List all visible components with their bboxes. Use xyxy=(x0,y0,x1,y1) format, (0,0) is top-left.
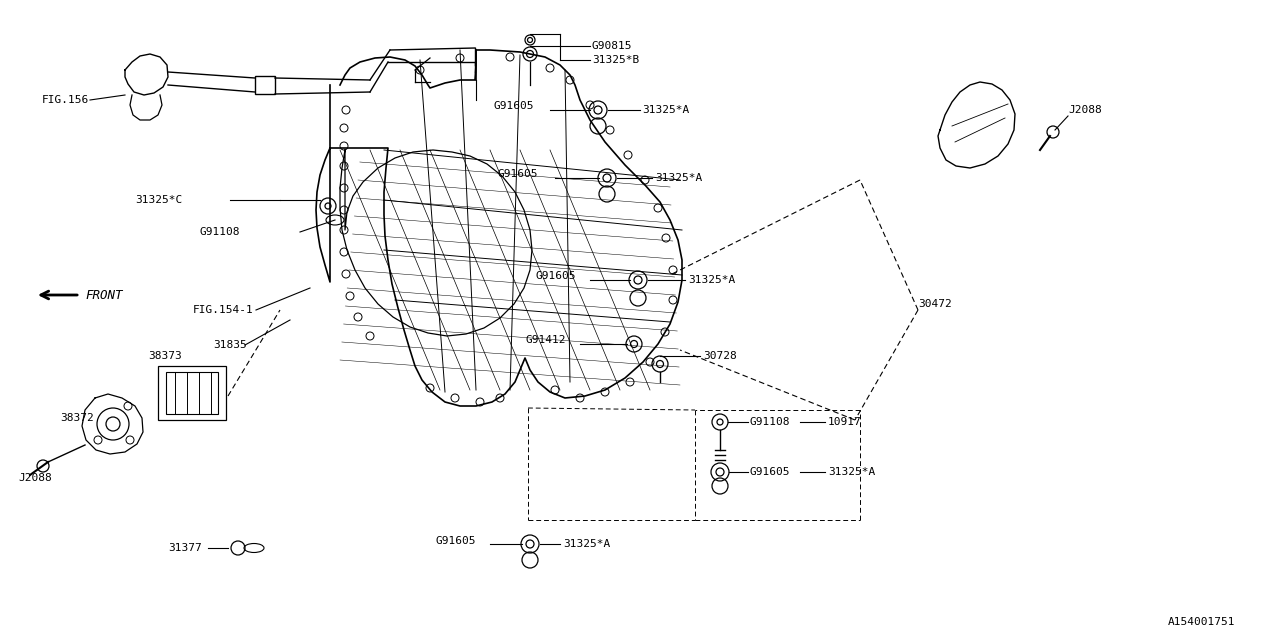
Text: G91605: G91605 xyxy=(535,271,576,281)
Text: 31325*A: 31325*A xyxy=(689,275,735,285)
Text: 10917: 10917 xyxy=(828,417,861,427)
Text: G91605: G91605 xyxy=(493,101,534,111)
Text: G90815: G90815 xyxy=(591,41,632,51)
Text: FRONT: FRONT xyxy=(84,289,123,301)
Text: G91605: G91605 xyxy=(435,536,475,546)
Text: G91605: G91605 xyxy=(498,169,539,179)
Text: 31835: 31835 xyxy=(212,340,247,350)
Bar xyxy=(157,366,227,420)
Text: G91605: G91605 xyxy=(750,467,791,477)
Text: 31325*B: 31325*B xyxy=(591,55,639,65)
Text: FIG.154-1: FIG.154-1 xyxy=(193,305,253,315)
Text: J2088: J2088 xyxy=(1068,105,1102,115)
Text: A154001751: A154001751 xyxy=(1167,617,1235,627)
Text: G91412: G91412 xyxy=(525,335,566,345)
Text: 38372: 38372 xyxy=(60,413,93,423)
Text: 31325*A: 31325*A xyxy=(563,539,611,549)
Text: 31325*A: 31325*A xyxy=(828,467,876,477)
Text: 31325*C: 31325*C xyxy=(134,195,182,205)
Text: FIG.156: FIG.156 xyxy=(42,95,90,105)
Bar xyxy=(255,76,275,94)
Text: 31377: 31377 xyxy=(168,543,202,553)
Text: 30728: 30728 xyxy=(703,351,737,361)
Bar xyxy=(166,372,218,414)
Text: G91108: G91108 xyxy=(750,417,791,427)
Text: G91108: G91108 xyxy=(200,227,241,237)
Text: 31325*A: 31325*A xyxy=(655,173,703,183)
Text: 38373: 38373 xyxy=(148,351,182,361)
Text: 30472: 30472 xyxy=(918,299,952,309)
Text: 31325*A: 31325*A xyxy=(643,105,689,115)
Text: J2088: J2088 xyxy=(18,473,51,483)
